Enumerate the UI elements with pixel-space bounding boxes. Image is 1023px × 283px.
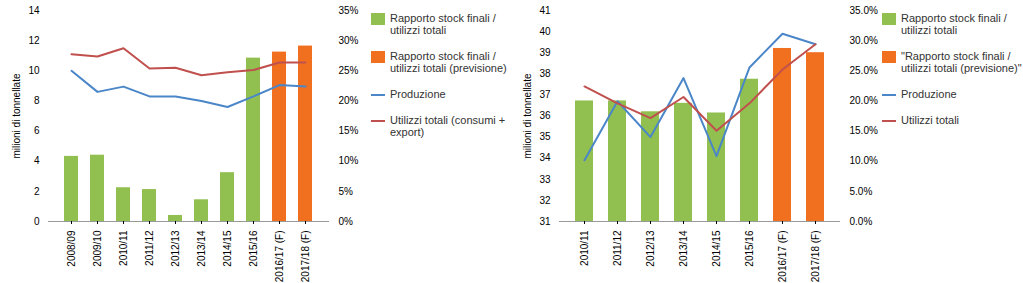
svg-text:2011/12: 2011/12 (144, 230, 155, 266)
svg-text:38: 38 (539, 68, 551, 79)
svg-text:15.0%: 15.0% (850, 125, 878, 136)
svg-text:31: 31 (539, 216, 551, 227)
svg-text:35.0%: 35.0% (850, 5, 878, 16)
html-text:"Rapporto stock finali / utili: "Rapporto stock finali / utilizzi totali… (901, 50, 1022, 74)
html-text:Utilizzi totali (consumi + exp: Utilizzi totali (consumi + export) (390, 114, 506, 138)
svg-text:20%: 20% (339, 95, 359, 106)
svg-text:2014/15: 2014/15 (711, 230, 722, 267)
svg-text:14: 14 (28, 5, 40, 16)
svg-text:milioni di tonnellate: milioni di tonnellate (522, 73, 533, 158)
svg-text:30.0%: 30.0% (850, 35, 878, 46)
svg-text:2010/11: 2010/11 (579, 230, 590, 266)
html-text:Rapporto stock finali / utiliz: Rapporto stock finali / utilizzi totali (901, 12, 1007, 36)
svg-text:2008/09: 2008/09 (66, 230, 77, 267)
svg-text:2017/18 (F): 2017/18 (F) (300, 231, 311, 283)
svg-text:2015/16: 2015/16 (248, 230, 259, 267)
svg-text:0: 0 (34, 216, 40, 227)
svg-text:36: 36 (539, 110, 551, 121)
svg-text:2009/10: 2009/10 (92, 230, 103, 267)
svg-text:10: 10 (28, 65, 40, 76)
svg-text:2012/13: 2012/13 (170, 230, 181, 267)
html-text:Produzione: Produzione (390, 88, 446, 100)
html-text:Utilizzi totali: Utilizzi totali (901, 114, 960, 126)
svg-text:25.0%: 25.0% (850, 65, 878, 76)
svg-text:15%: 15% (339, 125, 359, 136)
svg-text:25%: 25% (339, 65, 359, 76)
svg-text:milioni di tonnellate: milioni di tonnellate (11, 73, 22, 158)
svg-text:10.0%: 10.0% (850, 155, 878, 166)
svg-text:6: 6 (34, 125, 40, 136)
svg-text:4: 4 (34, 155, 40, 166)
html-text:Produzione: Produzione (901, 88, 957, 100)
svg-text:5.0%: 5.0% (850, 186, 873, 197)
svg-text:2016/17 (F): 2016/17 (F) (274, 231, 285, 283)
html-text:Rapporto stock finali / utiliz: Rapporto stock finali / utilizzi totali (390, 12, 496, 36)
svg-text:2015/16: 2015/16 (744, 230, 755, 267)
svg-text:35%: 35% (339, 5, 359, 16)
svg-text:20.0%: 20.0% (850, 95, 878, 106)
svg-text:32: 32 (539, 195, 551, 206)
svg-text:35: 35 (539, 131, 551, 142)
svg-text:2011/12: 2011/12 (612, 230, 623, 266)
svg-text:2017/18 (F): 2017/18 (F) (810, 231, 821, 283)
svg-text:12: 12 (28, 35, 40, 46)
svg-text:2010/11: 2010/11 (118, 230, 129, 266)
html-text:Rapporto stock finali / utiliz: Rapporto stock finali / utilizzi totali … (390, 50, 507, 74)
svg-text:2016/17 (F): 2016/17 (F) (777, 231, 788, 283)
svg-text:2: 2 (34, 186, 40, 197)
svg-text:2013/14: 2013/14 (196, 230, 207, 267)
svg-text:33: 33 (539, 174, 551, 185)
svg-text:40: 40 (539, 26, 551, 37)
svg-text:37: 37 (539, 89, 551, 100)
svg-text:2013/14: 2013/14 (678, 230, 689, 267)
svg-text:0.0%: 0.0% (850, 216, 873, 227)
svg-text:10%: 10% (339, 155, 359, 166)
svg-text:2014/15: 2014/15 (222, 230, 233, 267)
svg-text:39: 39 (539, 47, 551, 58)
svg-text:8: 8 (34, 95, 40, 106)
svg-text:2012/13: 2012/13 (645, 230, 656, 267)
svg-text:34: 34 (539, 152, 551, 163)
svg-text:30%: 30% (339, 35, 359, 46)
svg-text:0%: 0% (339, 216, 354, 227)
svg-text:41: 41 (539, 5, 551, 16)
svg-text:5%: 5% (339, 186, 354, 197)
